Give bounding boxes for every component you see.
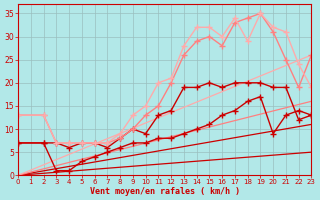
X-axis label: Vent moyen/en rafales ( km/h ): Vent moyen/en rafales ( km/h ) xyxy=(90,187,240,196)
